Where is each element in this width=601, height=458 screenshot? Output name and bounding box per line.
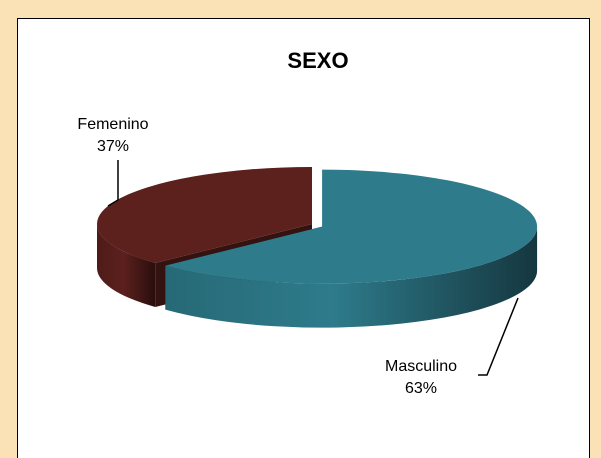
category-label: Masculino xyxy=(385,358,457,375)
leader-line xyxy=(478,297,519,376)
chart-title: SEXO xyxy=(287,48,348,73)
pie-slice xyxy=(97,167,312,264)
pie-tops xyxy=(97,167,538,284)
value-label: 63% xyxy=(405,380,437,397)
pie-slice-rim xyxy=(97,224,156,308)
pie-slice xyxy=(165,169,538,284)
leader-line xyxy=(107,160,119,207)
pie-slice-rim xyxy=(165,226,538,328)
value-label: 37% xyxy=(97,138,129,155)
category-label: Femenino xyxy=(77,116,148,133)
pie-rims xyxy=(97,224,538,328)
